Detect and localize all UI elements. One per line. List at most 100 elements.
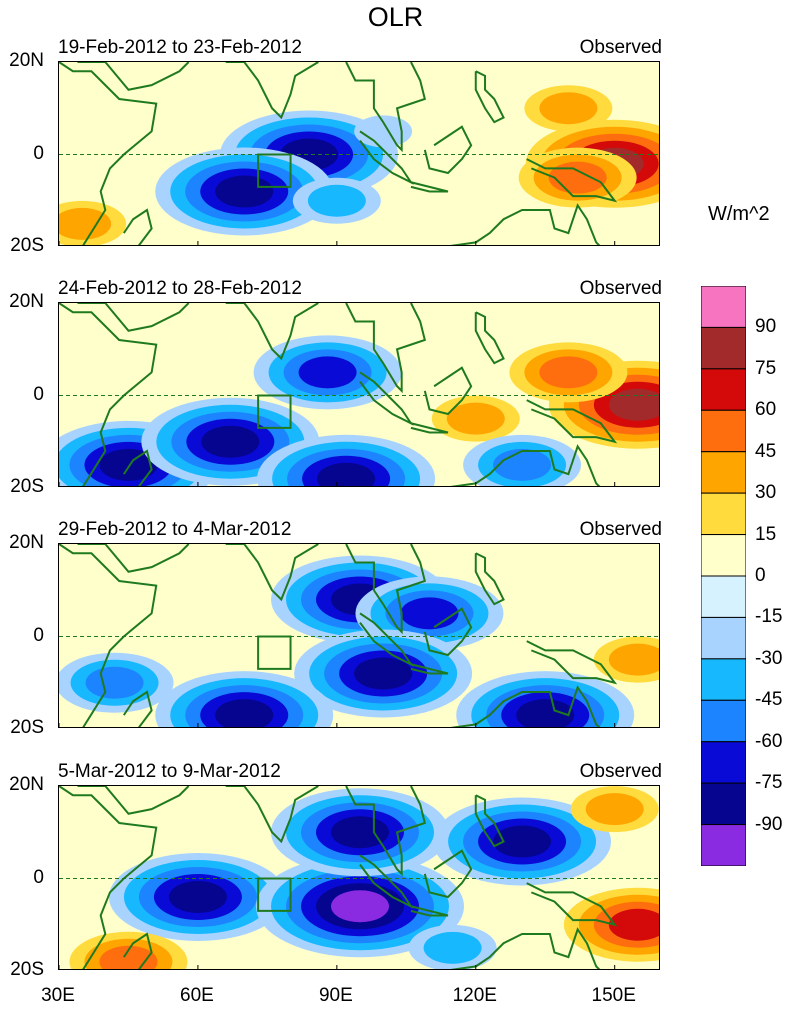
coastline <box>59 62 158 245</box>
colorbar-swatch <box>701 368 746 411</box>
colorbar-tick-label: -45 <box>755 689 783 711</box>
panel-type-label: Observed <box>579 761 662 782</box>
study-region-box <box>257 394 292 429</box>
olr-anomaly-contour <box>493 825 552 858</box>
map-svg <box>59 544 659 727</box>
olr-anomaly-contour <box>423 931 482 964</box>
coastline <box>359 130 414 185</box>
colorbar-units: W/m^2 <box>708 203 770 225</box>
lat-tick-label: 20N <box>9 774 44 795</box>
coastline <box>450 685 601 727</box>
colorbar-swatch <box>701 451 746 494</box>
coastline <box>77 303 190 332</box>
colorbar-swatch <box>701 534 746 577</box>
coastline <box>423 849 473 899</box>
colorbar-swatch <box>701 699 746 743</box>
map-svg <box>59 62 659 245</box>
lon-tick-label: 90E <box>318 985 353 1006</box>
coastline <box>410 181 449 193</box>
olr-anomaly-contour <box>400 597 459 630</box>
colorbar-tick-label: -60 <box>755 730 783 752</box>
coastline <box>59 544 158 727</box>
olr-anomaly-contour <box>539 92 598 125</box>
lat-tick-label: 20S <box>10 717 44 738</box>
chart-title: OLR <box>367 2 424 32</box>
coastline <box>474 70 505 124</box>
olr-anomaly-contour <box>585 793 644 826</box>
lon-tick-label: 150E <box>591 985 636 1006</box>
coastline <box>423 125 473 175</box>
coastline <box>423 366 473 416</box>
colorbar <box>701 286 746 866</box>
coastline <box>450 203 601 245</box>
coastline <box>122 932 153 969</box>
coastline <box>423 607 473 657</box>
olr-anomaly-contour <box>493 448 552 481</box>
coastline <box>410 905 449 917</box>
olr-anomaly-contour <box>331 890 389 923</box>
coastline <box>526 640 618 685</box>
colorbar-swatch <box>701 824 746 866</box>
olr-anomaly-contour <box>215 175 274 208</box>
colorbar-swatch <box>701 575 746 618</box>
olr-anomaly-contour <box>608 643 659 676</box>
map-panel <box>58 302 660 487</box>
olr-anomaly-contour <box>354 115 413 148</box>
olr-anomaly-contour <box>298 356 357 389</box>
colorbar-swatch <box>701 741 746 784</box>
colorbar-tick-label: 75 <box>755 357 777 379</box>
panel-period-title: 29-Feb-2012 to 4-Mar-2012 <box>58 519 292 540</box>
coastline <box>474 311 505 365</box>
olr-anomaly-contour <box>354 657 413 690</box>
coastline <box>359 854 414 909</box>
olr-anomaly-contour <box>215 699 274 727</box>
colorbar-tick-label: -30 <box>755 647 783 669</box>
olr-anomaly-contour <box>446 402 505 435</box>
lat-tick-label: 0 <box>33 383 44 405</box>
olr-anomaly-contour <box>168 881 227 913</box>
olr-anomaly-contour <box>85 666 144 699</box>
map-panel <box>58 61 660 246</box>
olr-anomaly-contour <box>548 161 607 194</box>
coastline <box>410 663 449 675</box>
olr-anomaly-contour <box>307 184 366 217</box>
panel-type-label: Observed <box>579 519 662 540</box>
map-svg <box>59 786 659 969</box>
coastline <box>345 303 427 394</box>
colorbar-swatch <box>701 326 746 370</box>
map-panel <box>58 785 660 970</box>
coastline <box>345 62 427 153</box>
colorbar-tick-label: 45 <box>755 440 777 462</box>
lat-tick-label: 0 <box>33 624 44 646</box>
lat-tick-label: 20N <box>9 532 44 553</box>
coastline <box>345 544 427 635</box>
lat-tick-label: 0 <box>33 866 44 888</box>
colorbar-tick-label: 60 <box>755 399 777 421</box>
panel-period-title: 24-Feb-2012 to 28-Feb-2012 <box>58 278 302 299</box>
coastline <box>59 786 158 969</box>
colorbar-swatch <box>701 409 746 453</box>
coastline <box>225 544 319 602</box>
colorbar-tick-label: 90 <box>755 316 777 338</box>
panel-type-label: Observed <box>579 278 662 299</box>
lat-tick-label: 20S <box>10 959 44 980</box>
coastline <box>450 444 601 486</box>
coastline <box>225 303 319 361</box>
study-region-box <box>257 153 292 188</box>
olr-anomaly-contour <box>539 356 598 389</box>
coastline <box>526 158 618 203</box>
lon-tick-label: 60E <box>180 985 214 1006</box>
coastline <box>359 371 414 426</box>
study-region-box <box>257 877 292 912</box>
olr-anomaly-contour <box>317 462 376 486</box>
colorbar-tick-label: 30 <box>755 482 777 504</box>
map-svg <box>59 303 659 486</box>
colorbar-swatch <box>701 782 746 826</box>
coastline <box>359 612 414 667</box>
coastline <box>122 208 153 245</box>
olr-anomaly-contour <box>201 425 260 458</box>
olr-anomaly-contour <box>59 207 112 240</box>
colorbar-tick-label: -90 <box>755 813 783 835</box>
map-panel <box>58 543 660 728</box>
lat-tick-label: 20S <box>10 476 44 497</box>
